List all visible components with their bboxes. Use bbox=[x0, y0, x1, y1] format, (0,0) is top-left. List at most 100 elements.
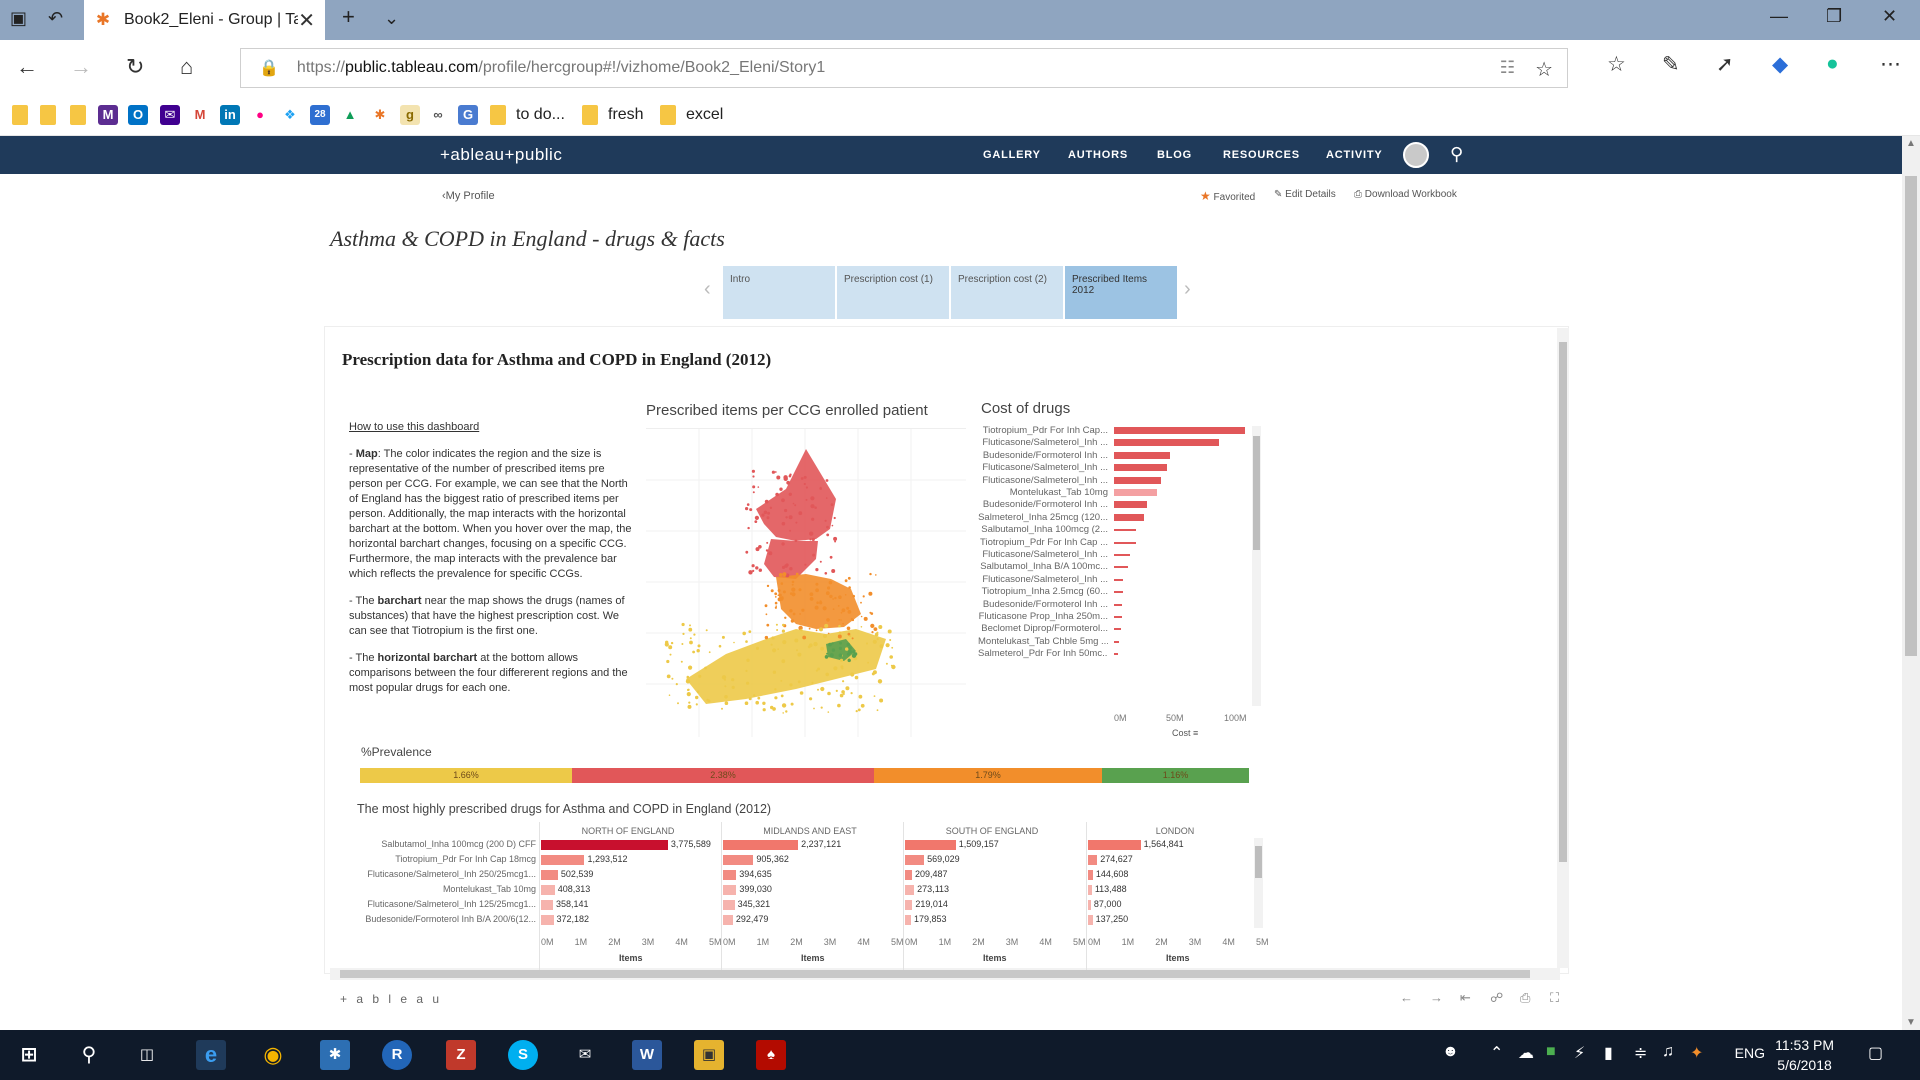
map-ccg-point-south[interactable] bbox=[887, 629, 892, 634]
map-ccg-point-south[interactable] bbox=[668, 645, 673, 650]
page-scrollbar-thumb[interactable] bbox=[1905, 176, 1917, 656]
map-ccg-point-london[interactable] bbox=[828, 642, 832, 647]
map-ccg-point-north[interactable] bbox=[819, 487, 822, 490]
map-ccg-point-north[interactable] bbox=[803, 475, 807, 479]
map-ccg-point-south[interactable] bbox=[664, 642, 669, 647]
map-ccg-point-south[interactable] bbox=[809, 697, 813, 701]
map-ccg-point-south[interactable] bbox=[827, 691, 831, 696]
map-ccg-point-north[interactable] bbox=[758, 568, 762, 572]
map-ccg-point-midlands[interactable] bbox=[842, 622, 844, 625]
map-ccg-point-north[interactable] bbox=[809, 538, 812, 541]
scroll-up-icon[interactable]: ▲ bbox=[1906, 138, 1916, 149]
map-ccg-point-south[interactable] bbox=[845, 647, 849, 651]
map-ccg-point-south[interactable] bbox=[845, 686, 850, 691]
map-ccg-point-midlands[interactable] bbox=[832, 608, 835, 610]
map-ccg-point-north[interactable] bbox=[805, 498, 808, 501]
map-ccg-point-midlands[interactable] bbox=[869, 572, 872, 576]
map-ccg-point-south[interactable] bbox=[666, 659, 670, 664]
clock[interactable]: 11:53 PM 5/6/2018 bbox=[1775, 1035, 1834, 1075]
folder-icon[interactable] bbox=[12, 104, 28, 126]
map-ccg-point-north[interactable] bbox=[824, 572, 828, 575]
map-ccg-point-south[interactable] bbox=[668, 694, 671, 696]
map-ccg-point-midlands[interactable] bbox=[791, 580, 795, 584]
map-ccg-point-midlands[interactable] bbox=[869, 611, 872, 614]
language-indicator[interactable]: ENG bbox=[1734, 1045, 1765, 1061]
page-scrollbar[interactable]: ▲ ▼ bbox=[1902, 136, 1920, 1030]
map-ccg-point-south[interactable] bbox=[721, 707, 723, 710]
map-ccg-point-south[interactable] bbox=[777, 648, 780, 651]
cost-bar[interactable] bbox=[1114, 427, 1246, 434]
map-ccg-point-north[interactable] bbox=[764, 499, 769, 504]
map-ccg-point-north[interactable] bbox=[774, 471, 777, 473]
map-ccg-point-north[interactable] bbox=[812, 553, 816, 557]
skype-icon[interactable]: S bbox=[508, 1040, 538, 1070]
cost-bar[interactable] bbox=[1114, 501, 1147, 509]
map-ccg-point-midlands[interactable] bbox=[798, 588, 802, 592]
map-ccg-point-midlands[interactable] bbox=[815, 588, 819, 593]
region-bar[interactable] bbox=[905, 870, 913, 880]
map-ccg-point-south[interactable] bbox=[800, 628, 803, 632]
map-ccg-point-midlands[interactable] bbox=[847, 610, 852, 614]
set-aside-tabs-icon[interactable]: ↶ bbox=[48, 8, 64, 28]
region-bar[interactable] bbox=[905, 855, 925, 865]
map-ccg-point-south[interactable] bbox=[748, 697, 752, 701]
folder-icon[interactable] bbox=[40, 104, 56, 126]
map-ccg-point-london[interactable] bbox=[852, 650, 856, 654]
notes-pen-icon[interactable]: ✎ bbox=[1662, 53, 1680, 76]
chevron-down-icon[interactable]: ⌄ bbox=[384, 8, 400, 28]
region-bar[interactable] bbox=[541, 915, 554, 925]
england-map[interactable] bbox=[646, 428, 966, 737]
map-ccg-point-north[interactable] bbox=[747, 526, 750, 530]
map-ccg-point-north[interactable] bbox=[798, 511, 803, 516]
map-ccg-point-south[interactable] bbox=[796, 649, 798, 652]
map-ccg-point-midlands[interactable] bbox=[815, 629, 818, 632]
map-ccg-point-north[interactable] bbox=[755, 566, 759, 570]
restore-icon[interactable]: ❐ bbox=[1826, 6, 1843, 26]
address-bar[interactable]: 🔒 https://public.tableau.com/profile/her… bbox=[240, 48, 1568, 88]
map-ccg-point-north[interactable] bbox=[757, 486, 760, 488]
region-bar[interactable] bbox=[723, 900, 735, 910]
sort-icon[interactable]: ≡ bbox=[1193, 728, 1199, 738]
map-ccg-point-south[interactable] bbox=[874, 632, 879, 637]
map-ccg-point-south[interactable] bbox=[762, 701, 766, 705]
map-region-midlands[interactable] bbox=[776, 574, 861, 629]
map-ccg-point-south[interactable] bbox=[849, 635, 851, 638]
map-ccg-point-midlands[interactable] bbox=[795, 572, 799, 576]
region-bar[interactable] bbox=[541, 900, 554, 910]
map-ccg-point-south[interactable] bbox=[775, 623, 778, 626]
map-ccg-point-london[interactable] bbox=[824, 655, 829, 659]
map-ccg-point-north[interactable] bbox=[751, 469, 755, 473]
viz-horizontal-scrollbar[interactable] bbox=[330, 968, 1560, 980]
map-ccg-point-south[interactable] bbox=[774, 688, 777, 691]
map-ccg-point-south[interactable] bbox=[839, 658, 844, 662]
map-ccg-point-south[interactable] bbox=[688, 627, 693, 632]
map-ccg-point-midlands[interactable] bbox=[780, 582, 784, 585]
map-ccg-point-south[interactable] bbox=[770, 705, 774, 710]
map-ccg-point-south[interactable] bbox=[866, 642, 868, 645]
map-ccg-point-north[interactable] bbox=[825, 479, 829, 482]
map-ccg-point-midlands[interactable] bbox=[784, 616, 787, 619]
map-ccg-point-south[interactable] bbox=[708, 651, 711, 654]
region-bar[interactable] bbox=[723, 855, 754, 865]
avatar[interactable] bbox=[1403, 142, 1429, 168]
map-ccg-point-south[interactable] bbox=[695, 703, 698, 706]
map-ccg-point-south[interactable] bbox=[687, 704, 692, 709]
cost-bar[interactable] bbox=[1114, 653, 1118, 656]
map-ccg-point-north[interactable] bbox=[788, 515, 793, 520]
region-bar[interactable] bbox=[905, 900, 913, 910]
viz-horizontal-scrollbar-thumb[interactable] bbox=[340, 970, 1530, 978]
region-bar[interactable] bbox=[1088, 900, 1091, 910]
map-ccg-point-south[interactable] bbox=[872, 639, 877, 644]
favorites-hub-icon[interactable]: ☆ bbox=[1607, 53, 1626, 76]
map-ccg-point-south[interactable] bbox=[823, 634, 827, 638]
map-ccg-point-south[interactable] bbox=[772, 708, 775, 711]
map-ccg-point-north[interactable] bbox=[761, 513, 765, 517]
map-ccg-point-midlands[interactable] bbox=[809, 592, 814, 597]
tableau-public-logo[interactable]: +ableau+public bbox=[440, 145, 563, 164]
map-ccg-point-midlands[interactable] bbox=[764, 604, 768, 608]
map-ccg-point-south[interactable] bbox=[670, 641, 674, 645]
prevalence-segment[interactable]: 2.38% bbox=[572, 768, 874, 783]
map-ccg-point-south[interactable] bbox=[890, 664, 893, 667]
region-bar[interactable] bbox=[541, 840, 668, 850]
map-ccg-point-north[interactable] bbox=[749, 508, 753, 512]
